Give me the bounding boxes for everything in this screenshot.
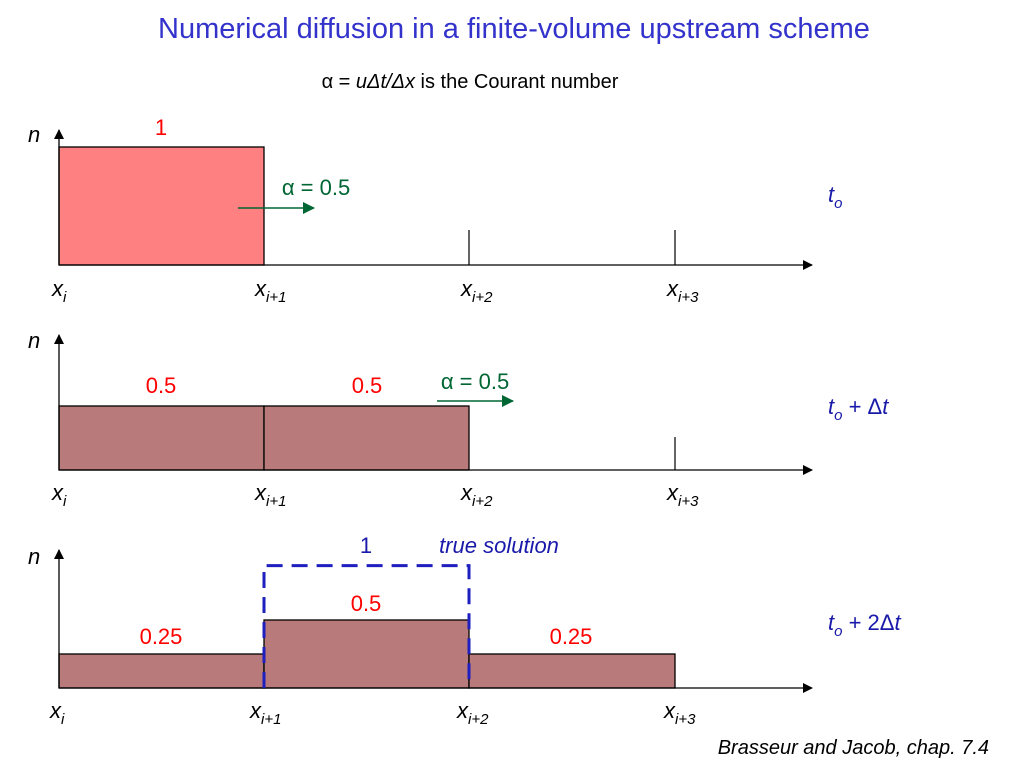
bars-panel-2 xyxy=(58,405,470,471)
x-label-i1: xi+1 xyxy=(254,480,286,510)
bar-value-label: 0.25 xyxy=(140,624,183,649)
true-solution-outline xyxy=(262,564,471,688)
x-labels: xi xi+1 xi+2 xi+3 xyxy=(49,698,696,728)
courant-definition: α = uΔt/Δx is the Courant number xyxy=(322,71,619,93)
n-axis-label: n xyxy=(28,544,40,569)
x-label-i2: xi+2 xyxy=(460,276,493,306)
x-label-i2: xi+2 xyxy=(460,480,493,510)
x-label-i3: xi+3 xyxy=(666,480,699,510)
x-label-i: xi xyxy=(51,480,67,510)
true-solution-label: true solution xyxy=(439,533,559,558)
bar-value-label: 1 xyxy=(155,115,167,140)
time-label: to + Δt xyxy=(828,394,889,424)
courant-alpha-equals: α = xyxy=(322,71,356,93)
panel-t0-plus-dt: n 0.5 0.5 α = 0.5 to + Δt xi xi+1 xi+2 x… xyxy=(28,328,889,510)
bar-value-label: 0.5 xyxy=(146,373,177,398)
panel-t0-plus-2dt: n 1 true solution 0.5 0.25 0.25 to + 2Δt… xyxy=(28,533,901,728)
n-axis-label: n xyxy=(28,122,40,147)
bars-panel-1 xyxy=(58,146,265,266)
true-solution-value: 1 xyxy=(360,533,372,558)
x-label-i: xi xyxy=(51,276,67,306)
bar-value-label: 0.5 xyxy=(352,373,383,398)
citation: Brasseur and Jacob, chap. 7.4 xyxy=(718,737,989,759)
true-solution-dashed-box xyxy=(262,564,471,688)
bar-value-label: 0.25 xyxy=(550,624,593,649)
time-label: to xyxy=(828,182,842,212)
bar-cell-0 xyxy=(58,146,265,266)
x-labels: xi xi+1 xi+2 xi+3 xyxy=(51,480,699,510)
bar-cell-0 xyxy=(58,653,265,689)
x-label-i1: xi+1 xyxy=(249,698,281,728)
x-label-i: xi xyxy=(49,698,65,728)
x-label-i2: xi+2 xyxy=(456,698,489,728)
courant-formula: uΔt/Δx xyxy=(356,71,416,93)
x-label-i3: xi+3 xyxy=(663,698,696,728)
x-labels: xi xi+1 xi+2 xi+3 xyxy=(51,276,699,306)
courant-label: α = 0.5 xyxy=(441,369,509,394)
bar-cell-2 xyxy=(468,653,676,689)
slide-title: Numerical diffusion in a finite-volume u… xyxy=(158,13,870,45)
n-axis-label: n xyxy=(28,328,40,353)
courant-description: is the Courant number xyxy=(415,71,619,93)
time-label: to + 2Δt xyxy=(828,610,901,640)
courant-label: α = 0.5 xyxy=(282,175,350,200)
bar-value-label: 0.5 xyxy=(351,591,382,616)
x-label-i1: xi+1 xyxy=(254,276,286,306)
x-label-i3: xi+3 xyxy=(666,276,699,306)
bar-cell-0 xyxy=(58,405,265,471)
panel-t0: n 1 α = 0.5 to xi xi+1 xi+2 xi+3 xyxy=(28,115,842,306)
bar-cell-1 xyxy=(263,619,470,689)
bars-panel-3 xyxy=(58,619,676,689)
bar-cell-1 xyxy=(263,405,470,471)
